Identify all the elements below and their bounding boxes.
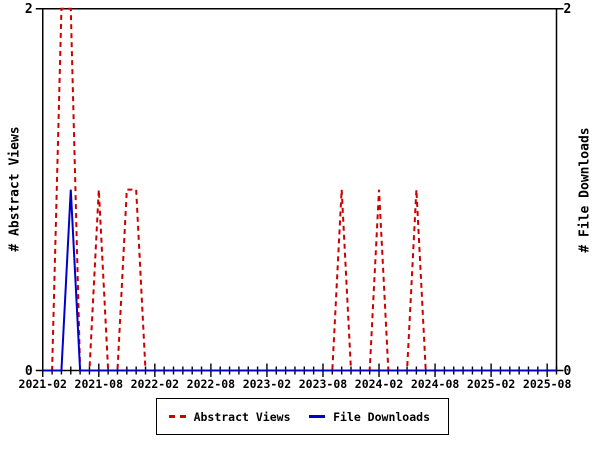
x-tick-label: 2022-08 bbox=[186, 377, 236, 391]
x-tick-label: 2024-08 bbox=[410, 377, 460, 391]
x-tick-label: 2023-02 bbox=[242, 377, 292, 391]
y-tick-label-right: 2 bbox=[563, 1, 572, 17]
x-tick-label: 2023-08 bbox=[298, 377, 348, 391]
legend: Abstract Views File Downloads bbox=[156, 398, 449, 435]
left-axis-title: # Abstract Views bbox=[7, 126, 23, 252]
legend-label-file-downloads: File Downloads bbox=[333, 409, 430, 424]
abstract-views-line-sample bbox=[169, 415, 186, 418]
x-tick-label: 2025-08 bbox=[522, 377, 572, 391]
x-tick-label: 2022-02 bbox=[130, 377, 180, 391]
file-downloads-line-sample bbox=[308, 415, 326, 418]
file-downloads-line bbox=[42, 189, 557, 372]
y-tick-label-left: 0 bbox=[24, 363, 33, 379]
x-tick-label: 2025-02 bbox=[466, 377, 516, 391]
plot-border bbox=[42, 8, 558, 372]
right-axis-title: # File Downloads bbox=[577, 127, 593, 253]
x-tick-label: 2021-08 bbox=[74, 377, 124, 391]
x-tick-label: 2024-02 bbox=[354, 377, 404, 391]
x-tick-label: 2021-02 bbox=[18, 377, 67, 391]
abstract-views-line bbox=[42, 7, 557, 372]
y-tick-label-right: 0 bbox=[563, 363, 572, 379]
legend-label-abstract-views: Abstract Views bbox=[193, 409, 291, 424]
y-tick-label-left: 2 bbox=[24, 1, 33, 17]
